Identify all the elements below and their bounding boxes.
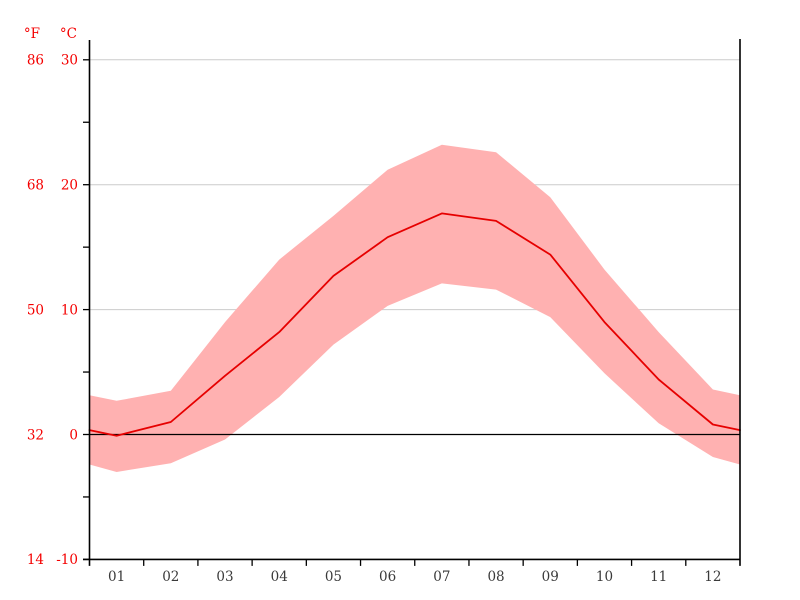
celsius-axis-header: °C — [60, 26, 77, 42]
y-tick-label-fahrenheit: 14 — [27, 552, 44, 568]
x-tick-label-month: 09 — [542, 569, 559, 585]
x-tick-label-month: 04 — [271, 569, 288, 585]
y-tick-label-celsius: 0 — [69, 427, 78, 443]
temperature-min-max-band — [89, 144, 740, 472]
y-tick-label-fahrenheit: 68 — [27, 178, 44, 194]
x-tick-label-month: 05 — [325, 569, 342, 585]
x-tick-label-month: 03 — [216, 569, 233, 585]
y-tick-label-fahrenheit: 50 — [27, 302, 44, 318]
y-tick-label-celsius: 10 — [61, 302, 78, 318]
x-tick-label-month: 10 — [596, 569, 613, 585]
x-tick-label-month: 08 — [487, 569, 504, 585]
x-tick-label-month: 02 — [162, 569, 179, 585]
x-tick-label-month: 06 — [379, 569, 396, 585]
x-tick-label-month: 07 — [433, 569, 450, 585]
y-tick-label-celsius: -10 — [56, 552, 78, 568]
y-tick-label-celsius: 30 — [61, 53, 78, 69]
fahrenheit-axis-header: °F — [24, 26, 40, 42]
y-tick-label-fahrenheit: 32 — [27, 427, 44, 443]
y-tick-label-celsius: 20 — [61, 178, 78, 194]
x-tick-label-month: 12 — [704, 569, 721, 585]
y-tick-label-fahrenheit: 86 — [27, 53, 44, 69]
x-tick-label-month: 01 — [108, 569, 125, 585]
mean-temperature-line — [88, 212, 741, 437]
x-tick-label-month: 11 — [650, 569, 667, 585]
